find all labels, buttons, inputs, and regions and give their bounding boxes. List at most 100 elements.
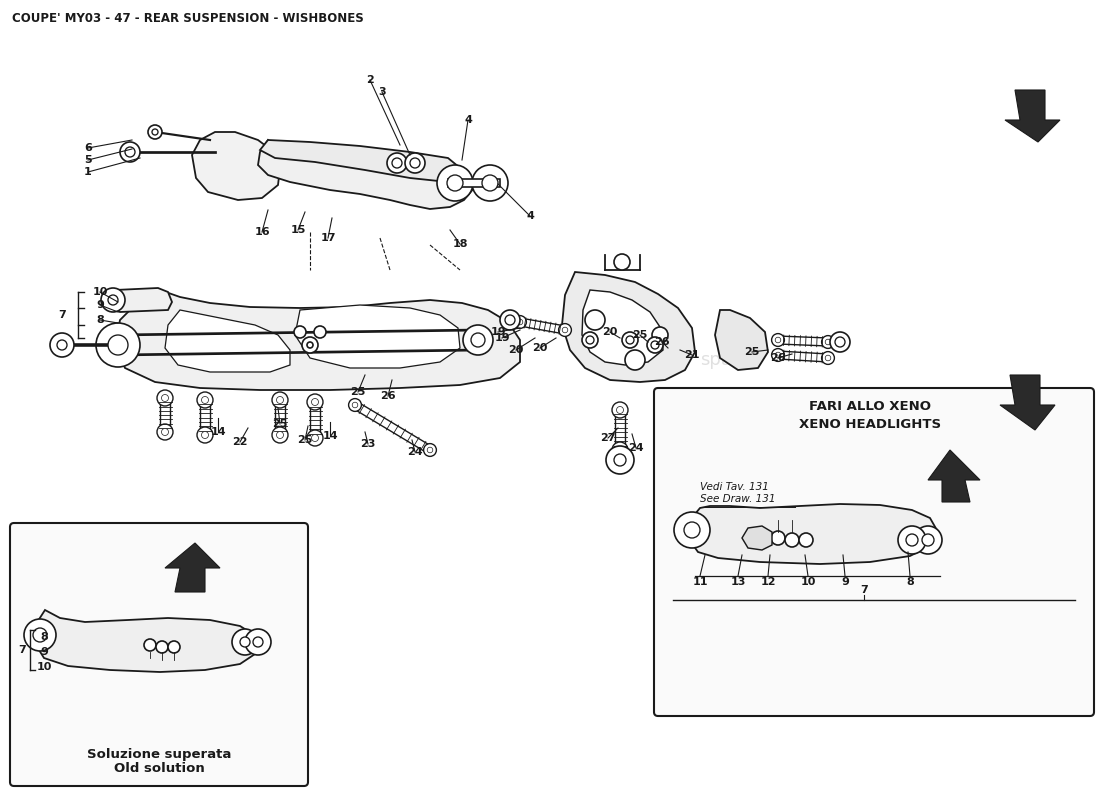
Polygon shape: [715, 310, 768, 370]
Circle shape: [472, 165, 508, 201]
Text: 24: 24: [628, 443, 643, 453]
Polygon shape: [742, 526, 772, 550]
Circle shape: [652, 327, 668, 343]
Circle shape: [914, 526, 942, 554]
Polygon shape: [192, 132, 280, 200]
Circle shape: [307, 394, 323, 410]
Text: 15: 15: [290, 225, 306, 235]
Text: 19: 19: [491, 327, 506, 337]
Polygon shape: [1005, 90, 1060, 142]
Polygon shape: [448, 179, 501, 187]
Circle shape: [559, 323, 571, 336]
Text: 18: 18: [452, 239, 468, 249]
Text: 20: 20: [603, 327, 618, 337]
Polygon shape: [165, 310, 290, 372]
Circle shape: [162, 394, 168, 402]
Circle shape: [500, 310, 520, 330]
Text: 17: 17: [320, 233, 336, 243]
Polygon shape: [582, 290, 663, 365]
Polygon shape: [258, 140, 474, 209]
Polygon shape: [34, 610, 258, 672]
Circle shape: [96, 323, 140, 367]
Text: 22: 22: [232, 437, 248, 447]
Text: 7: 7: [58, 310, 66, 320]
Circle shape: [471, 333, 485, 347]
Circle shape: [614, 454, 626, 466]
Circle shape: [922, 534, 934, 546]
Text: 25: 25: [273, 419, 288, 429]
Circle shape: [616, 446, 624, 454]
Text: 27: 27: [601, 433, 616, 443]
Text: 5: 5: [85, 155, 91, 165]
Circle shape: [108, 295, 118, 305]
FancyBboxPatch shape: [10, 523, 308, 786]
Polygon shape: [353, 402, 432, 454]
Text: 21: 21: [684, 350, 700, 360]
Circle shape: [562, 327, 568, 333]
Circle shape: [505, 315, 515, 325]
Circle shape: [125, 147, 135, 157]
Text: 12: 12: [760, 577, 775, 587]
Circle shape: [201, 431, 209, 438]
Circle shape: [621, 332, 638, 348]
Text: 16: 16: [254, 227, 270, 237]
Circle shape: [482, 175, 498, 191]
Circle shape: [898, 526, 926, 554]
Circle shape: [674, 512, 710, 548]
Text: 23: 23: [361, 439, 376, 449]
Circle shape: [776, 352, 781, 358]
Text: See Draw. 131: See Draw. 131: [700, 494, 776, 504]
Circle shape: [152, 129, 158, 135]
Text: 25: 25: [632, 330, 648, 340]
Text: 25: 25: [350, 387, 365, 397]
Polygon shape: [295, 305, 460, 368]
Circle shape: [612, 442, 628, 458]
Polygon shape: [778, 336, 828, 346]
Polygon shape: [310, 402, 320, 438]
Circle shape: [585, 310, 605, 330]
Circle shape: [245, 629, 271, 655]
Circle shape: [392, 158, 402, 168]
Text: 2: 2: [366, 75, 374, 85]
Text: COUPE' MY03 - 47 - REAR SUSPENSION - WISHBONES: COUPE' MY03 - 47 - REAR SUSPENSION - WIS…: [12, 12, 364, 25]
Circle shape: [825, 339, 830, 345]
Circle shape: [647, 337, 663, 353]
Circle shape: [906, 534, 918, 546]
Circle shape: [427, 447, 432, 453]
Circle shape: [311, 434, 319, 442]
Circle shape: [276, 397, 284, 403]
Circle shape: [311, 398, 319, 406]
Text: 11: 11: [692, 577, 707, 587]
Circle shape: [302, 337, 318, 353]
Circle shape: [57, 340, 67, 350]
Circle shape: [463, 325, 493, 355]
Polygon shape: [615, 410, 625, 450]
Text: euro: euro: [110, 351, 151, 369]
Circle shape: [447, 175, 463, 191]
Circle shape: [276, 431, 284, 438]
Circle shape: [197, 392, 213, 408]
Circle shape: [437, 165, 473, 201]
Text: 24: 24: [407, 447, 422, 457]
Text: 19: 19: [494, 333, 509, 343]
Text: 25: 25: [745, 347, 760, 357]
Circle shape: [612, 402, 628, 418]
Text: 6: 6: [84, 143, 92, 153]
Circle shape: [240, 637, 250, 647]
Text: 7: 7: [860, 585, 868, 595]
Circle shape: [157, 390, 173, 406]
Text: Old solution: Old solution: [113, 762, 205, 775]
Text: 4: 4: [464, 115, 472, 125]
Circle shape: [626, 336, 634, 344]
Circle shape: [33, 628, 47, 642]
Circle shape: [771, 531, 785, 545]
Circle shape: [771, 349, 784, 362]
Circle shape: [162, 429, 168, 435]
FancyBboxPatch shape: [654, 388, 1094, 716]
Text: 8: 8: [906, 577, 914, 587]
Circle shape: [835, 337, 845, 347]
Circle shape: [197, 427, 213, 443]
Circle shape: [830, 332, 850, 352]
Circle shape: [785, 533, 799, 547]
Text: FARI ALLO XENO
XENO HEADLIGHTS: FARI ALLO XENO XENO HEADLIGHTS: [799, 399, 942, 430]
